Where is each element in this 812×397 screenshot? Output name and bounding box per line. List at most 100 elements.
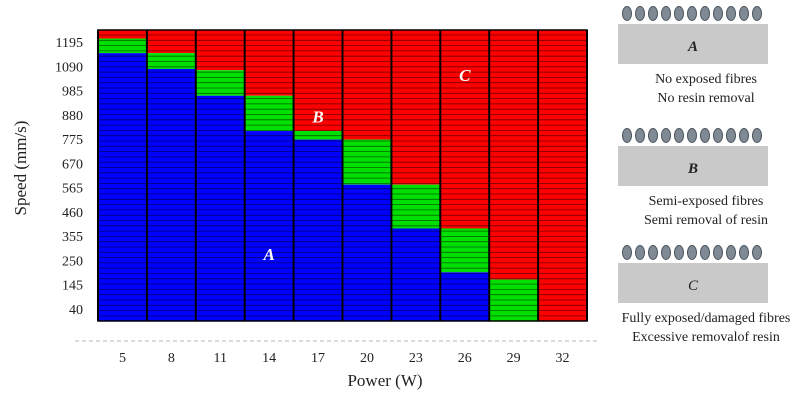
cell-c-29w <box>489 30 539 280</box>
legend-tag-b: B <box>687 161 698 177</box>
fibre-icon <box>635 128 645 143</box>
legend-b-line-1: Semi-exposed fibres <box>648 194 764 209</box>
fibre-icon <box>739 245 749 260</box>
fibre-icon <box>687 6 697 21</box>
x-tick-label: 14 <box>262 351 276 366</box>
legend-b-line-2: Semi removal of resin <box>643 213 769 228</box>
cell-a-8w <box>146 68 196 321</box>
legend-c: C Fully exposed/damaged fibres Excessive… <box>600 245 812 347</box>
fibre-row <box>622 245 762 260</box>
fibre-diagram-a: A <box>618 6 768 64</box>
fibre-row <box>622 6 762 21</box>
fibre-row <box>622 128 762 143</box>
x-tick-labels: 5 8 11 14 17 20 23 26 29 32 <box>119 351 570 366</box>
x-tick-label: 32 <box>556 351 570 366</box>
fibre-icon <box>700 128 710 143</box>
fibre-icon <box>713 245 723 260</box>
cell-b-8w <box>146 53 196 69</box>
y-tick-label: 460 <box>62 206 83 221</box>
x-tick-label: 5 <box>119 351 126 366</box>
resin-base <box>618 24 768 64</box>
fibre-icon <box>700 245 710 260</box>
fibre-icon <box>726 128 736 143</box>
fibre-icon <box>674 128 684 143</box>
y-axis-label: Speed (mm/s) <box>11 121 30 216</box>
fibre-icon <box>635 6 645 21</box>
fibre-icon <box>739 6 749 21</box>
fibre-icon <box>661 245 671 260</box>
x-axis-label: Power (W) <box>347 371 422 390</box>
fibre-icon <box>726 245 736 260</box>
fibre-icon <box>687 128 697 143</box>
region-label-c: C <box>459 66 471 85</box>
fibre-icon <box>687 245 697 260</box>
x-tick-label: 8 <box>168 351 175 366</box>
y-tick-label: 1090 <box>55 60 83 75</box>
fibre-icon <box>674 245 684 260</box>
cell-b-23w <box>391 184 441 229</box>
y-tick-label: 880 <box>62 109 83 124</box>
cell-a-17w <box>293 139 343 321</box>
cell-a-5w <box>98 53 147 322</box>
y-tick-label: 985 <box>62 85 83 100</box>
fibre-icon <box>674 6 684 21</box>
fibre-icon <box>700 6 710 21</box>
fibre-diagram-c: C <box>618 245 768 303</box>
fibre-icon <box>635 245 645 260</box>
column-dividers <box>97 29 588 322</box>
fibre-icon <box>713 128 723 143</box>
fibre-icon <box>622 245 632 260</box>
legend-a-line-1: No exposed fibres <box>655 72 757 87</box>
fibre-icon <box>648 6 658 21</box>
cell-c-5w <box>98 30 147 39</box>
fibre-icon <box>648 128 658 143</box>
fibre-diagram-b: B <box>618 128 768 186</box>
y-tick-label: 145 <box>62 279 83 294</box>
legend-b: B Semi-exposed fibres Semi removal of re… <box>600 128 812 230</box>
cell-b-14w <box>244 95 294 132</box>
cell-c-11w <box>195 30 245 71</box>
cell-c-32w <box>538 30 587 321</box>
y-tick-label: 40 <box>69 303 83 318</box>
y-tick-labels: 40 145 250 355 460 565 670 775 880 985 1090 1195 <box>55 36 83 318</box>
resin-base <box>618 263 768 303</box>
region-label-b: B <box>311 107 323 126</box>
cell-a-26w <box>440 272 490 321</box>
fibre-icon <box>622 6 632 21</box>
cell-c-23w <box>391 30 441 185</box>
x-tick-label: 29 <box>507 351 521 366</box>
y-tick-label: 775 <box>62 133 83 148</box>
cell-c-20w <box>342 30 392 140</box>
legend-c-line-1: Fully exposed/damaged fibres <box>621 311 791 326</box>
cell-c-26w <box>440 30 490 229</box>
speed-power-heatmap: ABC 401452503554605656707758809851090119… <box>11 29 600 390</box>
plot-border <box>97 29 588 322</box>
y-tick-label: 1195 <box>56 36 83 51</box>
legend-tag-a: A <box>687 39 698 55</box>
fibre-icon <box>648 245 658 260</box>
cell-a-23w <box>391 228 441 321</box>
x-tick-label: 17 <box>311 351 325 366</box>
legend-a: A No exposed fibres No resin removal <box>600 6 812 108</box>
y-tick-label: 670 <box>62 157 83 172</box>
cell-a-20w <box>342 184 392 321</box>
fibre-icon <box>661 6 671 21</box>
x-tick-label: 20 <box>360 351 374 366</box>
fibre-icon <box>622 128 632 143</box>
region-labels: A B C <box>262 66 471 264</box>
fibre-icon <box>726 6 736 21</box>
resin-base <box>618 146 768 186</box>
cell-c-14w <box>244 30 294 96</box>
fibre-icon <box>739 128 749 143</box>
fibre-icon <box>752 6 762 21</box>
cell-c-8w <box>146 30 196 54</box>
cell-a-11w <box>195 95 245 321</box>
fibre-icon <box>661 128 671 143</box>
x-tick-label: 23 <box>409 351 423 366</box>
y-tick-label: 565 <box>62 182 83 197</box>
legend-a-line-2: No resin removal <box>657 91 755 106</box>
y-tick-label: 355 <box>62 230 83 245</box>
fibre-icon <box>752 128 762 143</box>
x-tick-label: 11 <box>214 351 227 366</box>
legend-c-line-2: Excessive removalof resin <box>632 330 780 345</box>
